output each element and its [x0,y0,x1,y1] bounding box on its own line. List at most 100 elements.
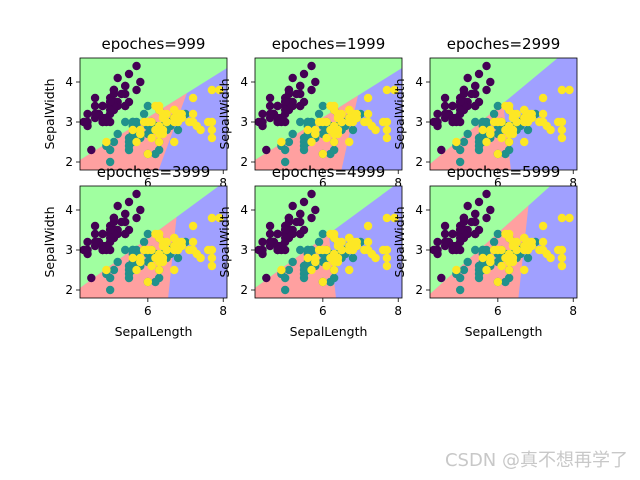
data-point-class1 [280,273,290,283]
data-point-class1 [121,117,130,127]
data-point-class2 [170,265,179,275]
data-point-class0 [258,245,267,255]
data-point-class2 [382,245,392,255]
data-point-class2 [497,133,506,143]
data-point-class0 [440,237,450,247]
x-tick-label: 6 [319,304,327,318]
data-point-class2 [147,133,156,143]
y-tick-label: 4 [65,203,73,217]
x-tick-label: 6 [144,304,152,318]
data-point-class2 [329,137,339,147]
data-point-class0 [109,85,119,95]
data-point-class0 [448,101,457,111]
data-point-class0 [136,77,145,87]
data-point-class0 [311,205,320,215]
axes-frame [79,57,228,171]
data-point-class0 [463,73,472,83]
data-point-class2 [147,261,156,271]
data-point-class1 [455,157,465,167]
data-point-class1 [459,265,469,275]
data-point-class1 [489,237,499,247]
data-point-class2 [557,213,567,223]
data-point-class1 [139,109,149,119]
data-point-class0 [262,273,271,283]
data-point-class2 [504,253,514,263]
data-point-class2 [345,105,354,115]
data-point-class2 [154,125,164,135]
data-point-class0 [467,217,476,227]
data-point-class2 [215,213,224,223]
axes-frame [254,57,403,171]
data-point-class0 [258,117,267,127]
y-tick-label: 4 [240,75,248,89]
data-point-class1 [463,257,472,267]
data-point-class2 [303,125,312,135]
data-point-class2 [520,245,529,255]
subplot-title: epoches=1999 [272,35,385,53]
data-point-class1 [109,265,119,275]
data-point-class0 [105,233,115,243]
data-point-class0 [265,221,275,231]
data-point-class2 [478,253,487,263]
subplot-title: epoches=5999 [447,163,560,181]
x-axis-label: SepalLength [465,324,543,339]
data-point-class0 [433,237,442,247]
data-point-class2 [322,261,331,271]
y-tick-label: 2 [415,155,423,169]
y-tick-label: 2 [240,283,248,297]
data-point-class1 [455,145,465,155]
data-point-class2 [520,233,529,243]
data-point-class2 [102,265,111,275]
data-point-class2 [215,85,224,95]
data-point-class0 [90,109,100,119]
data-point-class0 [437,273,446,283]
data-point-class0 [455,97,465,107]
data-point-class2 [493,149,503,159]
data-point-class0 [280,97,290,107]
data-point-class2 [486,257,495,267]
data-point-class2 [512,245,521,255]
plot-area [80,186,227,298]
data-point-class0 [455,233,465,243]
data-point-class2 [314,117,324,127]
data-point-class2 [188,237,198,247]
data-point-class0 [105,225,115,235]
y-axis-label: SepalWidth [392,206,407,277]
data-point-class2 [546,253,555,263]
data-point-class1 [121,245,130,255]
y-tick-label: 2 [65,283,73,297]
data-point-class2 [139,117,149,127]
data-point-class0 [132,189,141,199]
data-point-class2 [188,93,198,103]
data-point-class0 [440,93,450,103]
data-point-class1 [489,109,499,119]
data-point-class0 [433,245,442,255]
data-point-class2 [452,137,461,147]
data-point-class2 [136,257,145,267]
data-point-class1 [143,101,153,111]
data-point-class2 [390,213,399,223]
data-point-class0 [288,73,297,83]
data-point-class2 [277,265,286,275]
data-point-class1 [471,245,480,255]
data-point-class0 [90,101,100,111]
data-point-class0 [273,117,282,127]
data-point-class1 [105,273,115,283]
y-tick-label: 3 [415,115,423,129]
x-tick-label: 8 [569,176,577,190]
data-point-class0 [463,201,472,211]
y-axis-label: SepalWidth [392,78,407,149]
data-point-class0 [440,221,450,231]
data-point-class1 [314,237,324,247]
data-point-class0 [87,273,96,283]
data-point-class2 [565,85,574,95]
data-point-class2 [363,245,373,255]
data-point-class2 [520,137,529,147]
data-point-class0 [482,213,491,223]
data-point-class1 [143,229,153,239]
data-point-class0 [280,105,290,115]
data-point-class0 [83,245,92,255]
data-point-class2 [329,265,339,275]
